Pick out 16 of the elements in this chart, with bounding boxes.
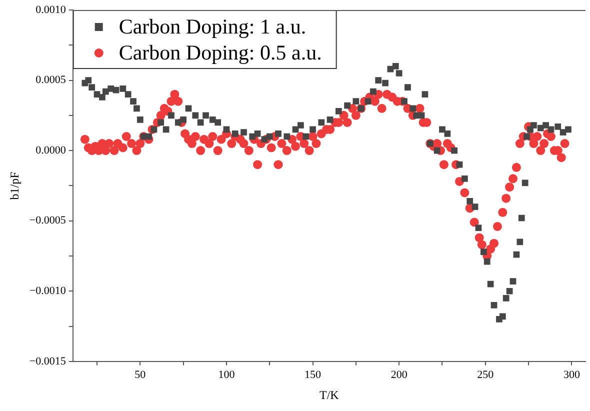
x-tick-label: 300 [563, 368, 580, 381]
y-tick-label: −0.0010 [29, 285, 66, 298]
x-axis-title: T/K [320, 388, 340, 402]
y-tick-label: 0.0010 [36, 4, 66, 16]
legend-label: Carbon Doping: 1 a.u. [118, 14, 306, 39]
y-tick-label: 0.0005 [36, 74, 66, 86]
y-axis-title: b1/pF [7, 171, 22, 200]
x-tick-label: 100 [218, 368, 236, 381]
x-tick-label: 150 [304, 368, 322, 381]
x-tick-label: 250 [477, 368, 494, 381]
x-tick-label: 50 [134, 368, 146, 381]
legend-label: Carbon Doping: 0.5 a.u. [118, 40, 322, 65]
y-tick-label: 0.0000 [36, 144, 66, 156]
y-tick-label: −0.0005 [29, 214, 66, 227]
y-tick-label: −0.0015 [29, 355, 66, 368]
x-tick-label: 200 [390, 368, 408, 381]
